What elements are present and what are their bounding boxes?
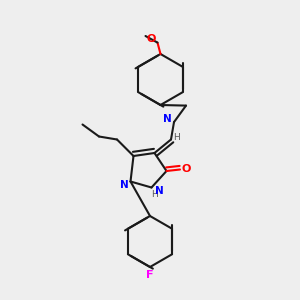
Text: N: N [163, 114, 172, 124]
Text: H: H [151, 190, 158, 199]
Text: N: N [155, 185, 164, 196]
Text: H: H [173, 134, 180, 142]
Text: F: F [146, 269, 154, 280]
Text: O: O [182, 164, 191, 175]
Text: O: O [147, 34, 156, 44]
Text: N: N [119, 179, 128, 190]
